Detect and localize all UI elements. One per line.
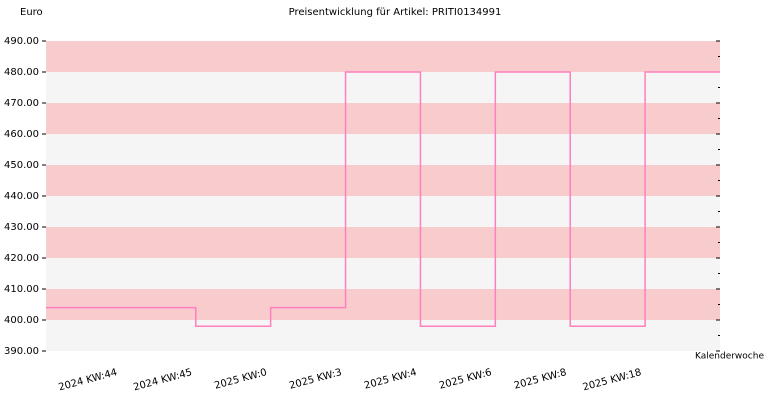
y-tick-label: 450.00 bbox=[4, 160, 39, 171]
band bbox=[46, 103, 720, 134]
y-tick-label: 470.00 bbox=[4, 98, 39, 109]
y-tick-label: 420.00 bbox=[4, 253, 39, 264]
x-tick-label: 2025 KW:4 bbox=[363, 367, 418, 392]
y-tick-label: 400.00 bbox=[4, 315, 39, 326]
x-tick-label: 2025 KW:18 bbox=[582, 367, 643, 393]
x-axis-label: Kalenderwoche bbox=[695, 352, 764, 362]
x-tick-label: 2024 KW:44 bbox=[57, 367, 118, 393]
band bbox=[46, 196, 720, 227]
chart-title: Preisentwicklung für Artikel: PRITI01349… bbox=[289, 7, 502, 18]
x-tick-label: 2025 KW:3 bbox=[288, 367, 343, 392]
y-tick-label: 430.00 bbox=[4, 222, 39, 233]
price-line bbox=[46, 71, 720, 327]
band bbox=[46, 227, 720, 258]
x-tick-label: 2025 KW:6 bbox=[438, 367, 493, 392]
y-tick-label: 410.00 bbox=[4, 284, 39, 295]
y-tick-label: 490.00 bbox=[4, 36, 39, 47]
band bbox=[46, 320, 720, 351]
y-tick-label: 390.00 bbox=[4, 346, 39, 357]
band bbox=[46, 289, 720, 320]
band bbox=[46, 72, 720, 103]
x-tick-label: 2025 KW:0 bbox=[213, 367, 268, 392]
band bbox=[46, 258, 720, 289]
x-tick-label: 2025 KW:8 bbox=[513, 367, 568, 392]
band bbox=[46, 134, 720, 165]
x-tick-label: 2024 KW:45 bbox=[132, 367, 193, 393]
y-tick-label: 460.00 bbox=[4, 129, 39, 140]
y-axis-label: Euro bbox=[20, 7, 43, 18]
y-tick-label: 480.00 bbox=[4, 67, 39, 78]
band bbox=[46, 165, 720, 196]
y-tick-label: 440.00 bbox=[4, 191, 39, 202]
band bbox=[46, 41, 720, 72]
